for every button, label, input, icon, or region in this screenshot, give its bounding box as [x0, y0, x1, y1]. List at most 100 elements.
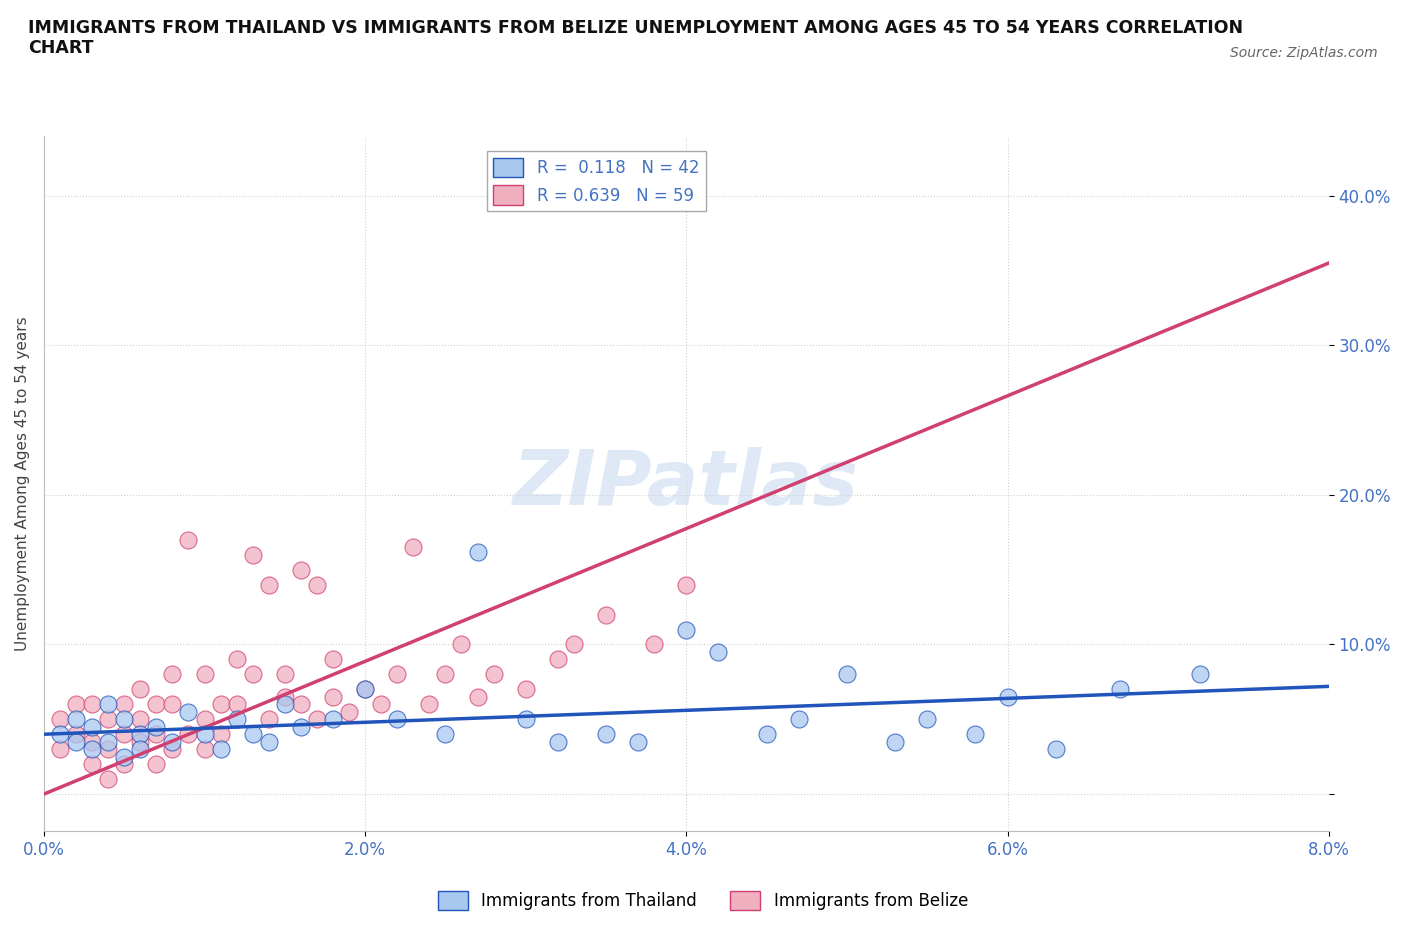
Point — [337, 704, 360, 719]
Point — [997, 689, 1019, 704]
Point — [257, 578, 280, 592]
Point — [65, 711, 87, 726]
Point — [595, 607, 617, 622]
Point — [1189, 667, 1212, 682]
Point — [129, 742, 152, 757]
Point — [49, 742, 72, 757]
Legend: R =  0.118   N = 42, R = 0.639   N = 59: R = 0.118 N = 42, R = 0.639 N = 59 — [486, 152, 706, 211]
Point — [65, 727, 87, 742]
Point — [482, 667, 505, 682]
Point — [112, 711, 135, 726]
Point — [193, 711, 215, 726]
Point — [97, 697, 120, 711]
Point — [80, 742, 103, 757]
Point — [305, 711, 328, 726]
Point — [97, 711, 120, 726]
Text: IMMIGRANTS FROM THAILAND VS IMMIGRANTS FROM BELIZE UNEMPLOYMENT AMONG AGES 45 TO: IMMIGRANTS FROM THAILAND VS IMMIGRANTS F… — [28, 19, 1243, 58]
Point — [225, 697, 247, 711]
Point — [80, 697, 103, 711]
Point — [418, 697, 440, 711]
Point — [322, 652, 344, 667]
Point — [643, 637, 665, 652]
Point — [387, 711, 409, 726]
Point — [965, 727, 987, 742]
Point — [112, 757, 135, 772]
Point — [193, 742, 215, 757]
Point — [97, 742, 120, 757]
Point — [305, 578, 328, 592]
Point — [242, 667, 264, 682]
Y-axis label: Unemployment Among Ages 45 to 54 years: Unemployment Among Ages 45 to 54 years — [15, 316, 30, 651]
Point — [515, 711, 537, 726]
Point — [290, 719, 312, 734]
Point — [387, 667, 409, 682]
Point — [177, 704, 200, 719]
Point — [562, 637, 585, 652]
Point — [322, 689, 344, 704]
Point — [162, 735, 184, 750]
Point — [49, 727, 72, 742]
Point — [177, 727, 200, 742]
Point — [162, 742, 184, 757]
Point — [354, 682, 377, 697]
Point — [162, 697, 184, 711]
Point — [257, 711, 280, 726]
Point — [80, 719, 103, 734]
Point — [354, 682, 377, 697]
Point — [129, 711, 152, 726]
Point — [193, 667, 215, 682]
Point — [80, 757, 103, 772]
Point — [242, 547, 264, 562]
Point — [434, 727, 457, 742]
Point — [402, 539, 425, 554]
Point — [162, 667, 184, 682]
Point — [80, 735, 103, 750]
Point — [145, 719, 167, 734]
Point — [627, 735, 650, 750]
Point — [177, 532, 200, 547]
Point — [450, 637, 472, 652]
Point — [787, 711, 810, 726]
Point — [370, 697, 392, 711]
Point — [515, 682, 537, 697]
Point — [274, 667, 297, 682]
Point — [112, 697, 135, 711]
Point — [209, 697, 232, 711]
Point — [675, 578, 697, 592]
Point — [467, 544, 489, 559]
Point — [257, 735, 280, 750]
Point — [595, 727, 617, 742]
Point — [193, 727, 215, 742]
Text: ZIPatlas: ZIPatlas — [513, 446, 859, 521]
Point — [65, 697, 87, 711]
Point — [49, 711, 72, 726]
Point — [97, 735, 120, 750]
Point — [129, 682, 152, 697]
Point — [755, 727, 778, 742]
Point — [1045, 742, 1067, 757]
Point — [707, 644, 730, 659]
Point — [467, 689, 489, 704]
Point — [274, 689, 297, 704]
Point — [209, 742, 232, 757]
Point — [145, 727, 167, 742]
Point — [145, 757, 167, 772]
Point — [547, 652, 569, 667]
Point — [225, 652, 247, 667]
Point — [884, 735, 907, 750]
Point — [65, 735, 87, 750]
Point — [434, 667, 457, 682]
Point — [129, 727, 152, 742]
Point — [145, 697, 167, 711]
Point — [209, 727, 232, 742]
Point — [129, 735, 152, 750]
Point — [112, 727, 135, 742]
Point — [322, 711, 344, 726]
Text: Source: ZipAtlas.com: Source: ZipAtlas.com — [1230, 46, 1378, 60]
Point — [547, 735, 569, 750]
Point — [835, 667, 858, 682]
Point — [290, 563, 312, 578]
Point — [97, 772, 120, 787]
Point — [1109, 682, 1132, 697]
Point — [225, 711, 247, 726]
